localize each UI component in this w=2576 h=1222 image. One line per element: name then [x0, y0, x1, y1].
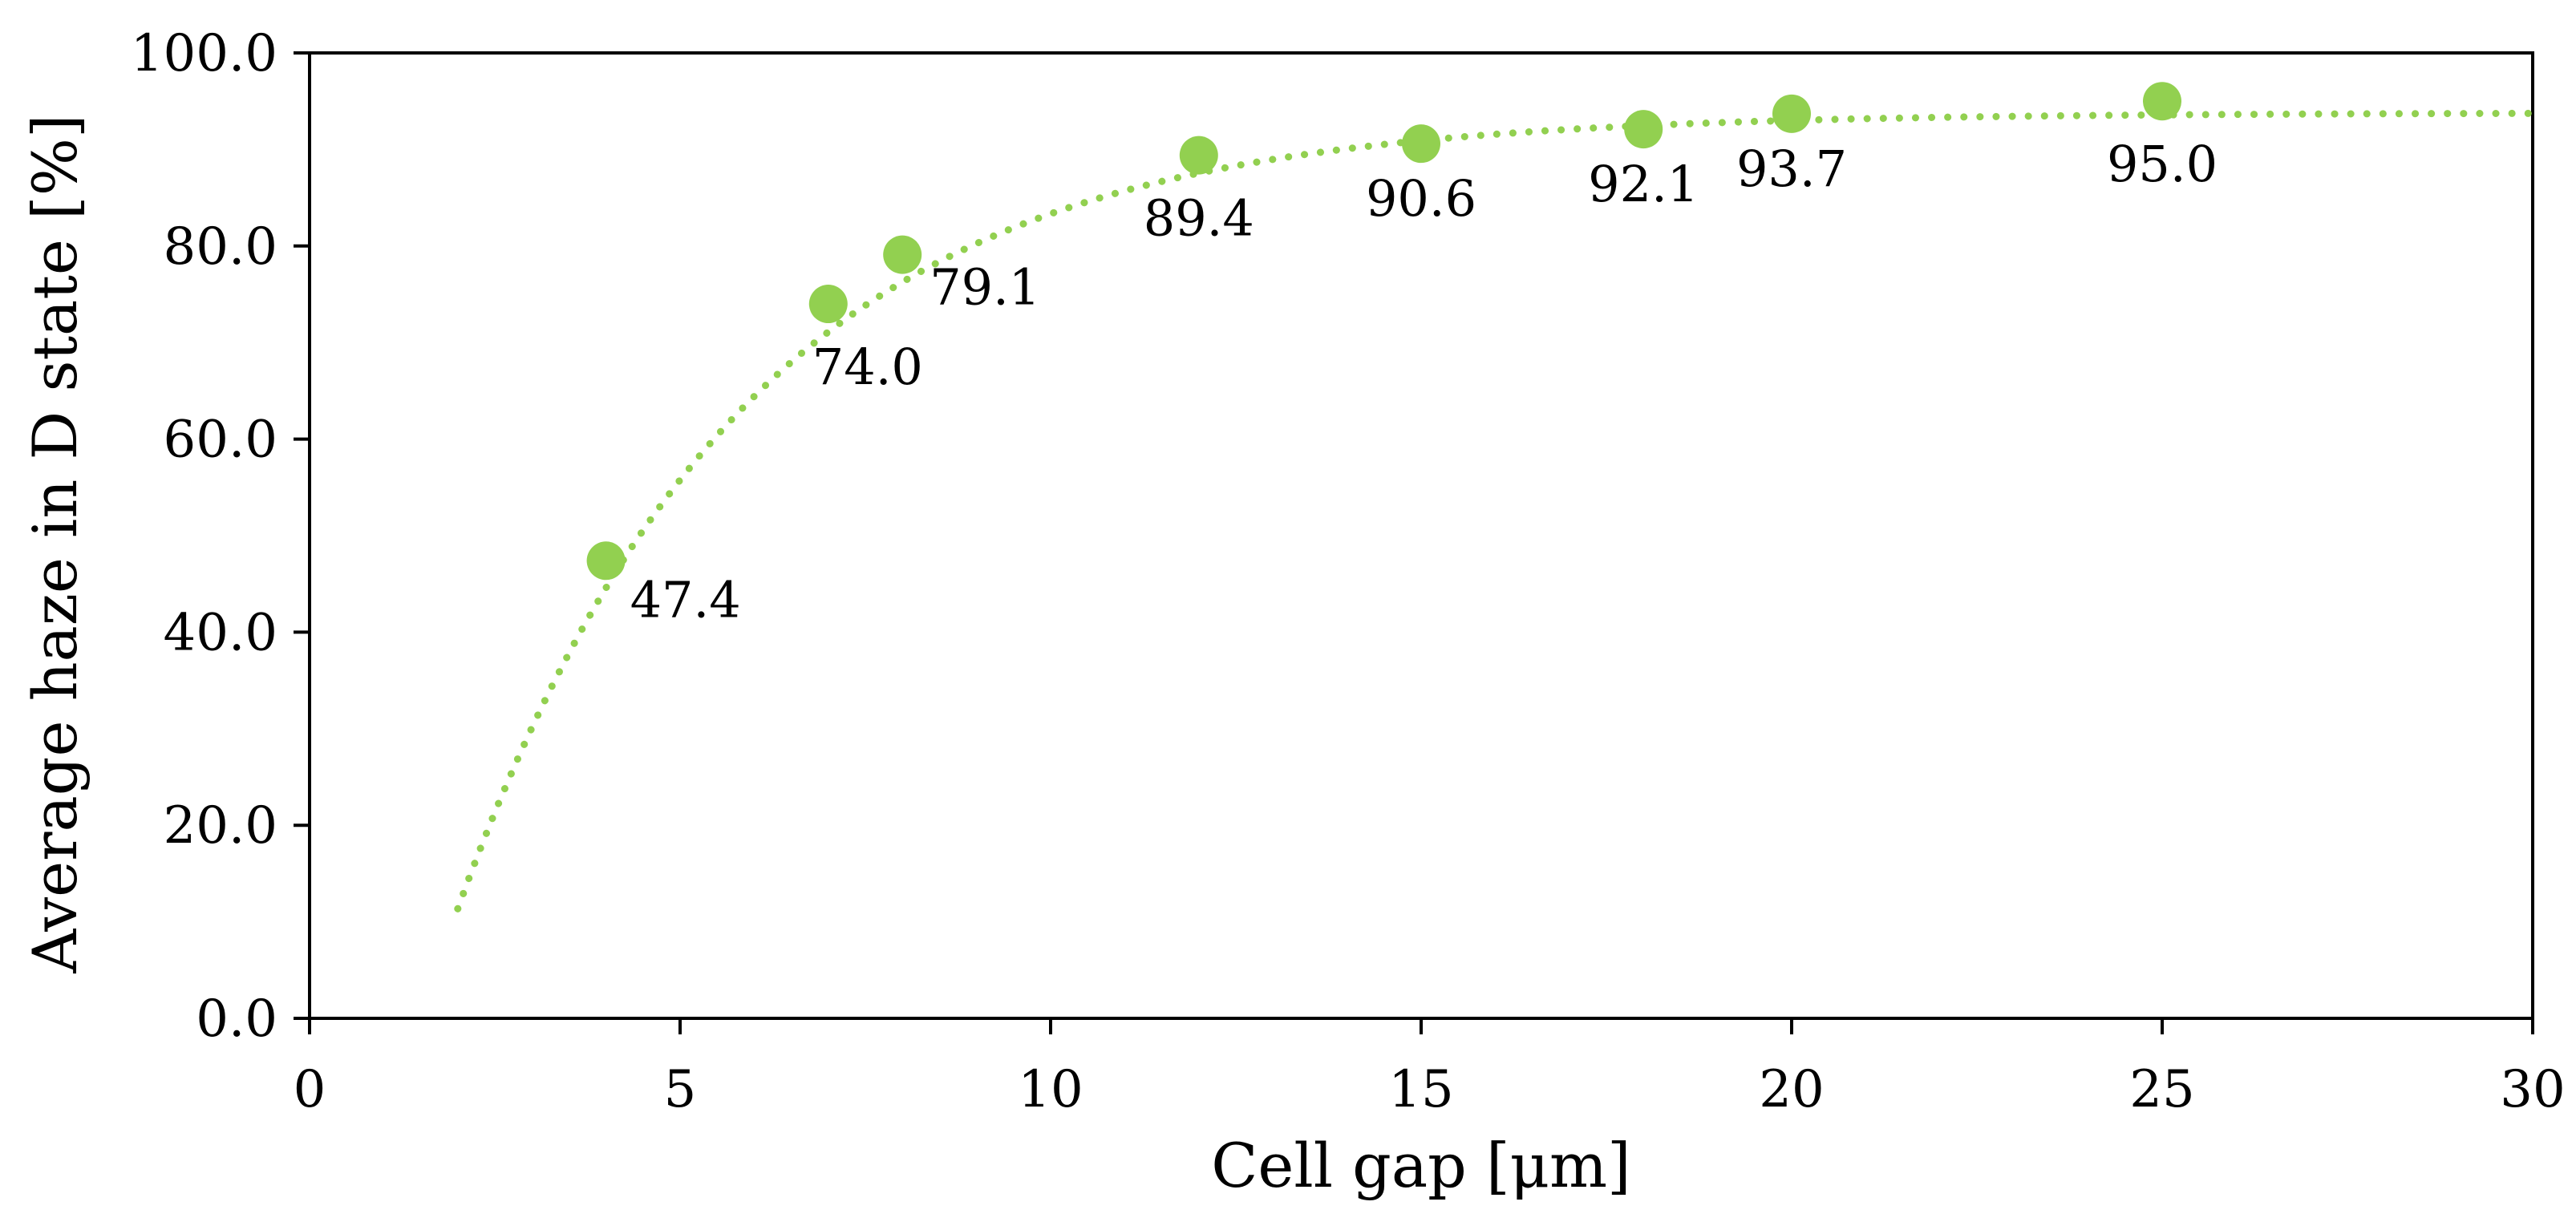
data-label: 89.4: [1144, 189, 1254, 248]
y-axis-title: Average haze in D state [%]: [19, 114, 91, 973]
x-tick-label: 15: [1388, 1060, 1453, 1119]
data-label: 79.1: [930, 258, 1040, 317]
y-tick-label: 40.0: [164, 603, 278, 662]
x-tick-label: 25: [2129, 1060, 2194, 1119]
x-axis-title: Cell gap [μm]: [1211, 1130, 1630, 1201]
x-tick-label: 30: [2500, 1060, 2565, 1119]
data-point: [1402, 124, 1440, 164]
y-tick-label: 100.0: [131, 24, 277, 83]
data-point: [586, 541, 626, 581]
data-point: [2143, 82, 2181, 121]
data-label: 92.1: [1588, 155, 1699, 213]
data-label: 93.7: [1736, 140, 1847, 198]
y-tick-label: 60.0: [164, 411, 278, 470]
x-tick-label: 20: [1759, 1060, 1824, 1119]
data-point: [1624, 110, 1663, 149]
trendline: [454, 109, 2537, 912]
data-point: [1772, 94, 1811, 133]
y-tick-label: 20.0: [164, 796, 278, 856]
x-tick-label: 5: [664, 1060, 697, 1119]
data-label: 90.6: [1366, 169, 1476, 228]
y-tick-label: 80.0: [164, 217, 278, 277]
data-label: 47.4: [630, 570, 741, 629]
data-point: [883, 235, 922, 274]
data-label: 95.0: [2107, 135, 2218, 193]
y-tick-label: 0.0: [196, 989, 277, 1049]
data-label: 74.0: [812, 338, 923, 396]
data-point: [808, 285, 848, 324]
x-tick-label: 0: [294, 1060, 326, 1119]
data-point: [1179, 136, 1218, 175]
x-tick-label: 10: [1018, 1060, 1083, 1119]
